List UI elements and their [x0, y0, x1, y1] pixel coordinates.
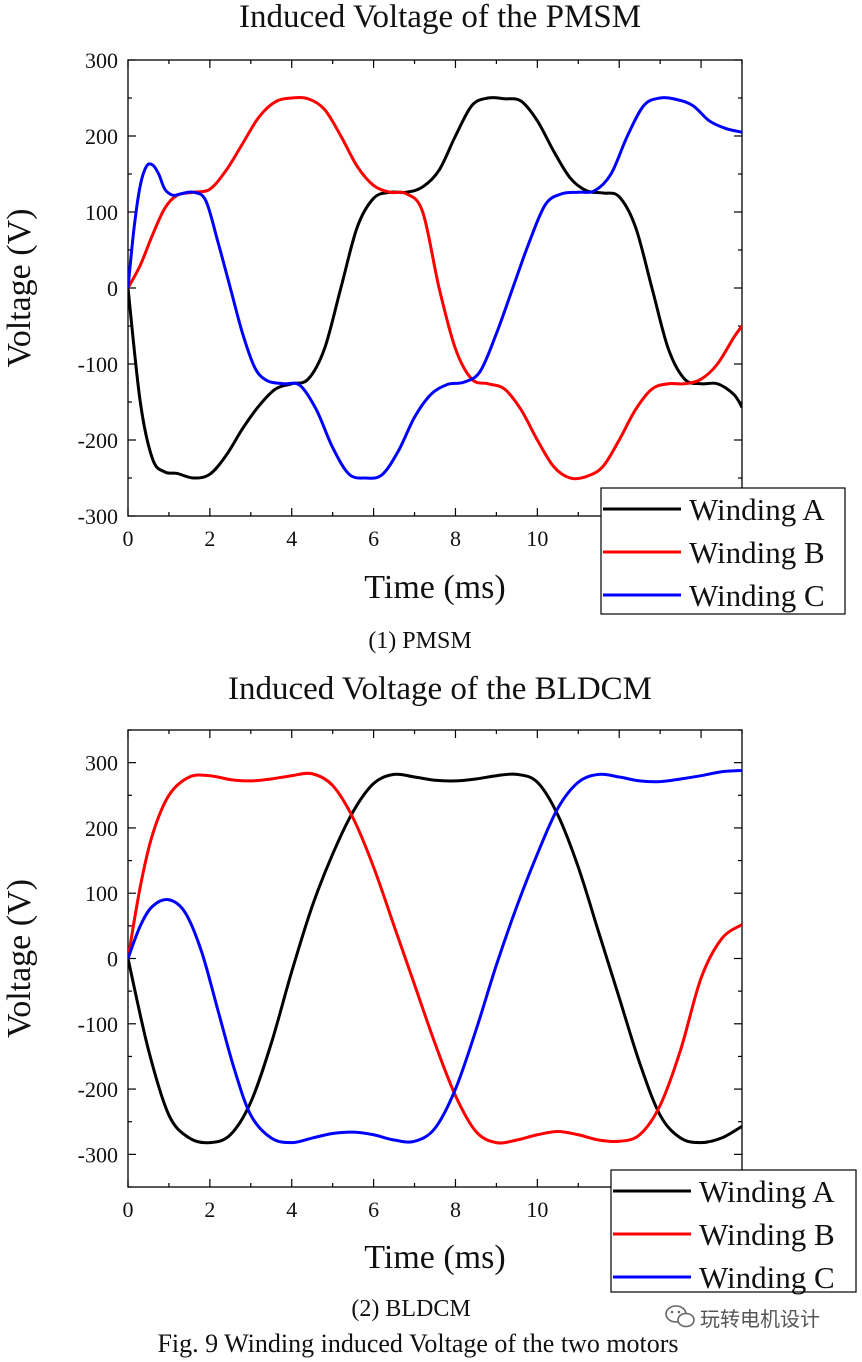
series-line-winding-b [128, 95, 742, 481]
plot-frame [127, 59, 743, 517]
x-axis-label: Time (ms) [364, 1239, 505, 1276]
y-axis-label: Voltage (V) [1, 879, 38, 1038]
x-tick-label: 10 [526, 1197, 548, 1222]
chart-subtitle: (2) BLDCM [351, 1296, 470, 1322]
plot-frame [127, 729, 743, 1188]
x-tick-label: 2 [204, 1197, 215, 1222]
y-tick-label: 200 [85, 816, 118, 841]
x-tick-label: 0 [123, 1197, 134, 1222]
y-tick-label: 0 [107, 947, 118, 972]
x-tick-label: 8 [450, 1197, 461, 1222]
watermark-text: 玩转电机设计 [700, 1307, 820, 1331]
x-tick-label: 8 [450, 526, 461, 551]
y-tick-label: 300 [85, 48, 118, 73]
y-tick-label: -100 [78, 352, 118, 377]
y-tick-label: -100 [78, 1012, 118, 1037]
chart-subtitle: (1) PMSM [368, 628, 471, 654]
wechat-icon [665, 1305, 695, 1328]
y-tick-label: 200 [85, 124, 118, 149]
y-tick-label: 100 [85, 200, 118, 225]
x-tick-label: 2 [204, 526, 215, 551]
series-line-winding-a [128, 772, 742, 1145]
series-line-winding-a [128, 96, 742, 480]
watermark: 玩转电机设计 [665, 1305, 820, 1331]
chart-pmsm: Induced Voltage of the PMSM (1) PMSM 0 2 4… [1, 0, 846, 654]
x-tick-label: 0 [123, 526, 134, 551]
x-tick-label: 6 [368, 526, 379, 551]
legend-entry: Winding A [699, 1174, 835, 1209]
legend-entry: Winding C [699, 1260, 835, 1295]
x-tick-label: 4 [286, 526, 297, 551]
y-tick-label: 100 [85, 881, 118, 906]
y-tick-label: -300 [78, 504, 118, 529]
legend-entry: Winding A [689, 492, 825, 527]
y-tick-label: -200 [78, 1077, 118, 1102]
y-axis-label: Voltage (V) [1, 209, 38, 368]
chart-title: Induced Voltage of the PMSM [239, 0, 641, 35]
legend-entry: Winding B [689, 535, 825, 570]
series-line-winding-c [128, 768, 742, 1145]
x-tick-label: 4 [286, 1197, 297, 1222]
series-line-winding-b [128, 771, 742, 1145]
chart-title: Induced Voltage of the BLDCM [228, 671, 652, 707]
x-tick-label: 6 [368, 1197, 379, 1222]
legend-entry: Winding C [689, 578, 825, 613]
x-tick-label: 10 [526, 526, 548, 551]
y-tick-label: -200 [78, 428, 118, 453]
series-line-winding-c [128, 96, 742, 480]
y-tick-label: 0 [107, 276, 118, 301]
x-axis-label: Time (ms) [364, 569, 505, 606]
figure-caption: Fig. 9 Winding induced Voltage of the tw… [157, 1329, 678, 1358]
y-tick-label: -300 [78, 1142, 118, 1167]
chart-bldcm: Induced Voltage of the BLDCM (2) BLDCM 0… [1, 671, 857, 1322]
y-tick-label: 300 [85, 751, 118, 776]
legend-entry: Winding B [699, 1217, 835, 1252]
